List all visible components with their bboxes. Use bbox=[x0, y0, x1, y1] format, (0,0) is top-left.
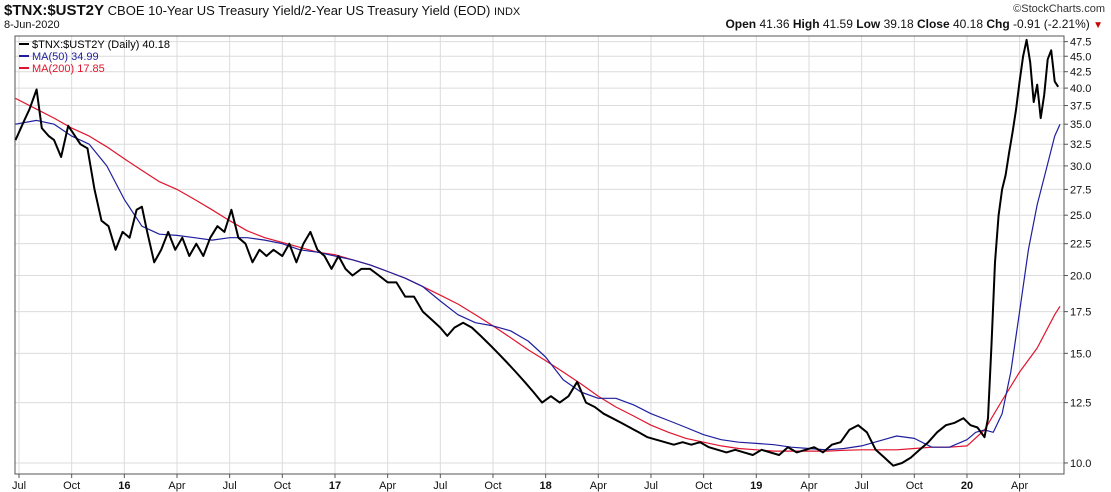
plot-frame bbox=[14, 35, 1065, 475]
x-tick-label: Jul bbox=[223, 480, 237, 492]
chg-value: -0.91 (-2.21%) bbox=[1013, 17, 1090, 31]
y-tick-label: 17.5 bbox=[1070, 307, 1091, 319]
price-series-line bbox=[14, 38, 1060, 467]
high-label: High bbox=[792, 17, 820, 31]
y-tick-label: 37.5 bbox=[1070, 101, 1091, 113]
x-tick-label: Apr bbox=[800, 480, 817, 492]
open-label: Open bbox=[725, 17, 757, 31]
y-tick-label: 45.0 bbox=[1070, 51, 1091, 63]
x-tick-label: Jul bbox=[12, 480, 26, 492]
y-tick-label: 12.5 bbox=[1070, 398, 1091, 410]
close-value: 40.18 bbox=[953, 17, 984, 31]
grid bbox=[15, 36, 1064, 474]
x-tick-label: Oct bbox=[274, 480, 291, 492]
x-tick-label: Apr bbox=[379, 480, 396, 492]
y-tick-label: 42.5 bbox=[1070, 67, 1091, 79]
ohlc-readout: Open 41.36 High 41.59 Low 39.18 Close 40… bbox=[725, 17, 1103, 31]
ma200-series-line bbox=[15, 97, 1061, 452]
x-tick-label: Jul bbox=[644, 480, 658, 492]
y-tick-label: 27.5 bbox=[1070, 184, 1091, 196]
symbol-label: $TNX:$UST2Y bbox=[4, 2, 105, 19]
high-value: 41.59 bbox=[822, 17, 853, 31]
y-tick-label: 35.0 bbox=[1070, 119, 1091, 131]
x-tick-label: 19 bbox=[750, 480, 762, 492]
chart-title: $TNX:$UST2Y CBOE 10-Year US Treasury Yie… bbox=[4, 2, 520, 19]
series-group bbox=[14, 38, 1061, 467]
x-tick-label: Oct bbox=[63, 480, 80, 492]
x-tick-label: Jul bbox=[433, 480, 447, 492]
y-tick-label: 32.5 bbox=[1070, 139, 1091, 151]
x-tick-label: 16 bbox=[118, 480, 130, 492]
x-tick-label: 18 bbox=[540, 480, 552, 492]
x-tick-label: Jul bbox=[855, 480, 869, 492]
y-tick-label: 22.5 bbox=[1070, 239, 1091, 251]
x-tick-label: 20 bbox=[961, 480, 973, 492]
date-label: 8-Jun-2020 bbox=[4, 19, 60, 31]
y-axis: 10.0 12.5 15.0 17.5 20.0 22.5 25.0 27.5 30.0 32.5… bbox=[1064, 37, 1091, 470]
chg-down-arrow-icon: ▼ bbox=[1093, 20, 1103, 31]
y-tick-label: 15.0 bbox=[1070, 348, 1091, 360]
y-tick-label: 30.0 bbox=[1070, 161, 1091, 173]
low-label: Low bbox=[856, 17, 881, 31]
legend-entry: MA(200) 17.85 bbox=[32, 63, 105, 75]
x-tick-label: 17 bbox=[329, 480, 341, 492]
y-tick-label: 10.0 bbox=[1070, 458, 1091, 470]
ma50-series-line bbox=[15, 119, 1061, 451]
x-tick-label: Oct bbox=[484, 480, 501, 492]
exchange-label: INDX bbox=[493, 6, 521, 18]
description-label: CBOE 10-Year US Treasury Yield/2-Year US… bbox=[107, 3, 491, 18]
legend-entry: MA(50) 34.99 bbox=[32, 51, 99, 63]
x-tick-label: Oct bbox=[695, 480, 712, 492]
open-value: 41.36 bbox=[759, 17, 790, 31]
x-tick-label: Apr bbox=[1011, 480, 1028, 492]
legend-entry: $TNX:$UST2Y (Daily) 40.18 bbox=[32, 39, 170, 51]
y-tick-label: 20.0 bbox=[1070, 271, 1091, 283]
x-tick-label: Apr bbox=[590, 480, 607, 492]
y-tick-label: 25.0 bbox=[1070, 210, 1091, 222]
low-value: 39.18 bbox=[883, 17, 914, 31]
stockcharts-logo: ©StockCharts.com bbox=[1013, 3, 1105, 15]
chg-label: Chg bbox=[986, 17, 1010, 31]
x-tick-label: Oct bbox=[906, 480, 923, 492]
y-tick-label: 47.5 bbox=[1070, 37, 1091, 49]
close-label: Close bbox=[916, 17, 950, 31]
x-axis: Jul Oct 16 Apr Jul Oct 17 Apr Jul Oct 18 Apr Jul Oct 1… bbox=[12, 474, 1029, 492]
x-tick-label: Apr bbox=[168, 480, 185, 492]
y-tick-label: 40.0 bbox=[1070, 83, 1091, 95]
